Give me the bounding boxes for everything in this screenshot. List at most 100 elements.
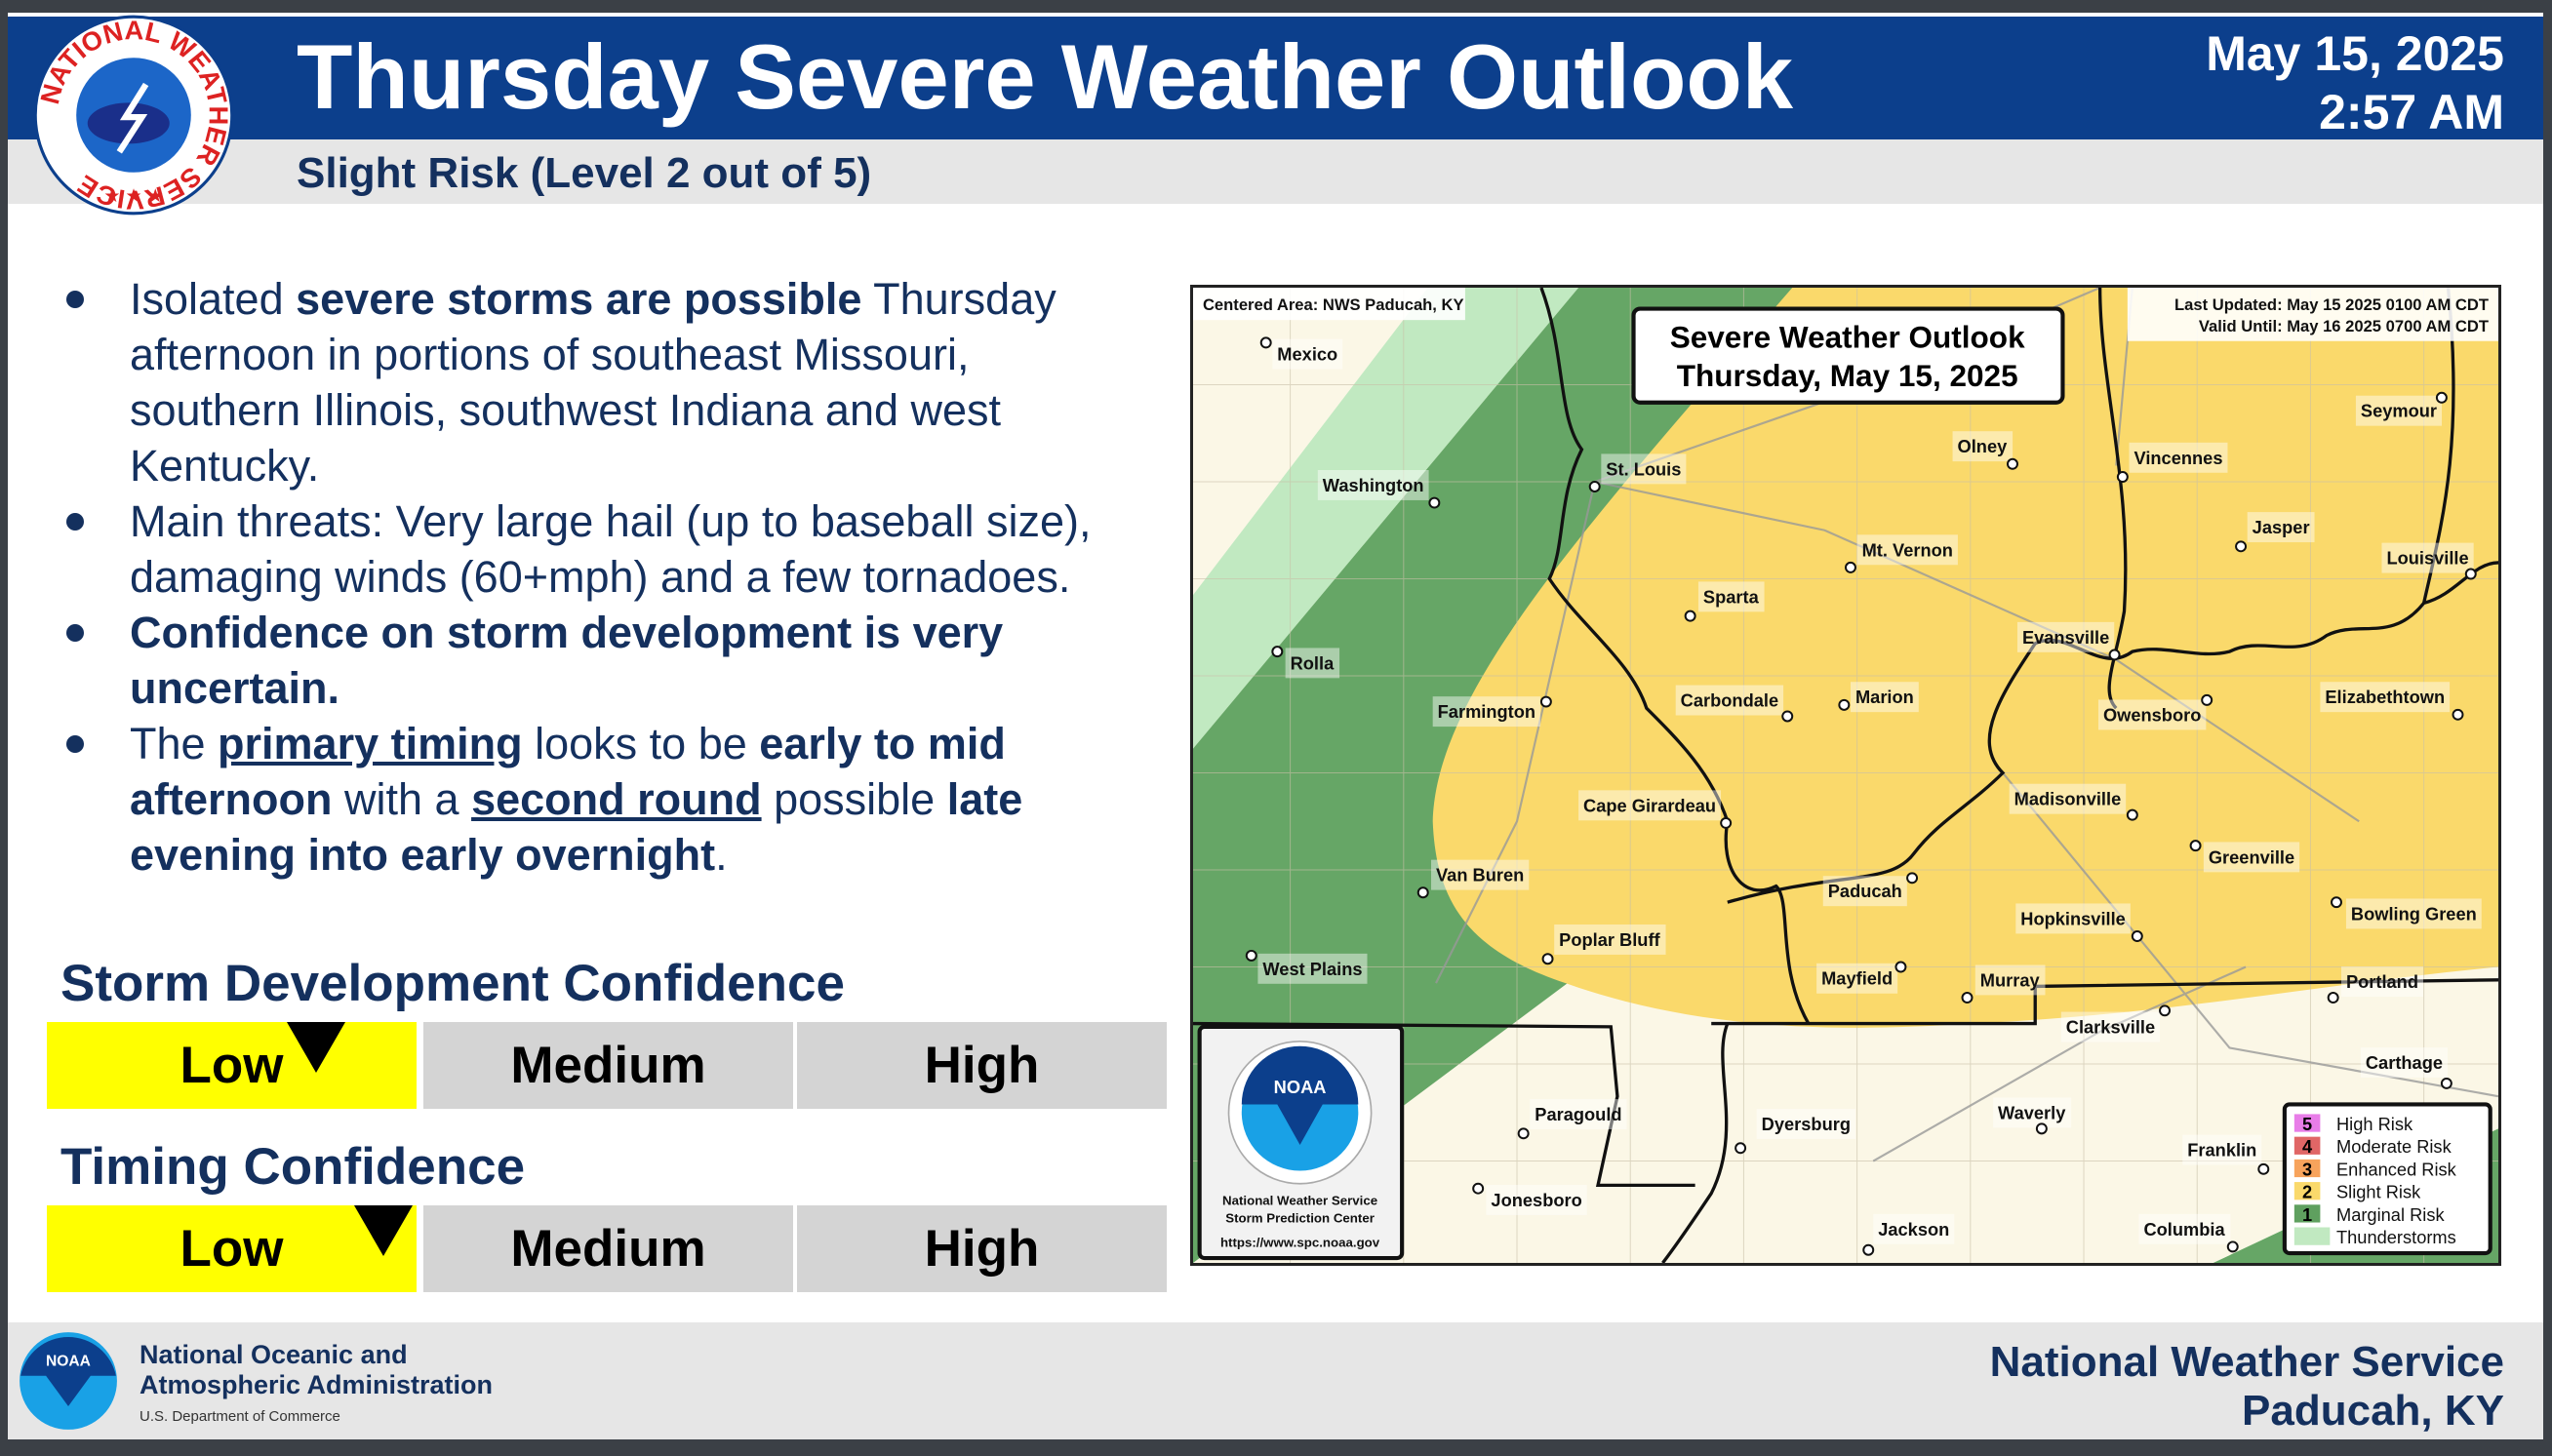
city-label-bg: [1993, 1097, 2072, 1128]
city-dot-icon: [2327, 992, 2339, 1003]
map-date: Thursday, May 15, 2025: [1677, 358, 2018, 393]
city-label-bg: [1530, 1099, 1627, 1130]
city-label: Carthage: [2366, 1052, 2443, 1073]
city-carthage: Carthage: [2360, 1047, 2452, 1089]
city-label: West Plains: [1262, 959, 1362, 979]
city-dot-icon: [2435, 391, 2448, 404]
legend-item: 2 Slight Risk: [2293, 1182, 2421, 1202]
city-label-bg: [1952, 431, 2014, 462]
legend-swatch: [2293, 1136, 2321, 1155]
bullet-text: The: [130, 719, 219, 768]
bullet-text: Thursday afternoon in portions of southe…: [130, 274, 1057, 491]
legend-label: Marginal Risk: [2336, 1204, 2445, 1225]
city-label: Jonesboro: [1491, 1190, 1581, 1210]
city-label-bg: [2138, 1213, 2231, 1244]
city-label: Dyersburg: [1762, 1114, 1851, 1134]
centered-area-label: Centered Area: NWS Paducah, KY: [1193, 288, 1465, 321]
city-seymour: Seymour: [2355, 391, 2448, 426]
confidence-level-medium: Medium: [423, 1205, 793, 1292]
city-dot-icon: [2159, 1004, 2172, 1017]
legend-item: Thunderstorms: [2293, 1227, 2456, 1247]
city-columbia: Columbia: [2138, 1213, 2239, 1253]
outlook-bullets: Isolated severe storms are possible Thur…: [57, 271, 1149, 883]
legend-number: 5: [2302, 1114, 2312, 1134]
city-farmington: Farmington: [1432, 695, 1552, 728]
city-cape-girardeau: Cape Girardeau: [1578, 790, 1733, 829]
city-label-bg: [2016, 621, 2115, 652]
bullet-item: The primary timing looks to be early to …: [57, 716, 1149, 883]
issue-time: 2:57 AM: [2319, 85, 2504, 139]
validity-box: Last Updated: May 15 2025 0100 AM CDT Va…: [2127, 288, 2498, 341]
legend-label: Slight Risk: [2336, 1182, 2421, 1202]
city-label: Mayfield: [1821, 968, 1893, 989]
city-waverly: Waverly: [1993, 1097, 2072, 1135]
city-label: Carbondale: [1681, 690, 1778, 711]
city-dot-icon: [2108, 649, 2121, 661]
city-label: Franklin: [2187, 1140, 2256, 1161]
legend-swatch: [2293, 1182, 2321, 1200]
city-dot-icon: [2131, 930, 2143, 942]
city-label-bg: [1601, 453, 1687, 485]
city-dot-icon: [1428, 496, 1441, 509]
bullet-text: second round: [471, 774, 762, 824]
confidence-marker-icon: [354, 1205, 413, 1256]
state-borders: [1192, 287, 2499, 1265]
map-title-box: Severe Weather Outlook Thursday, May 15,…: [1631, 306, 2065, 405]
city-paducah: Paducah: [1822, 872, 1919, 907]
city-label-bg: [2203, 842, 2300, 873]
city-dot-icon: [1781, 710, 1794, 723]
city-label: Portland: [2346, 971, 2418, 992]
city-dot-icon: [1541, 953, 1554, 965]
city-mexico: Mexico: [1259, 336, 1343, 370]
city-madisonville: Madisonville: [2009, 783, 2138, 821]
city-dot-icon: [2201, 693, 2213, 706]
city-label-bg: [1822, 876, 1907, 907]
city-dot-icon: [2235, 540, 2248, 553]
city-dot-icon: [1838, 698, 1851, 711]
city-bowling-green: Bowling Green: [2331, 896, 2482, 929]
city-label: Bowling Green: [2351, 903, 2477, 924]
svg-text:NOAA: NOAA: [46, 1353, 91, 1369]
bullet-text: Confidence on storm development is very …: [130, 608, 1004, 713]
city-dot-icon: [2440, 1077, 2452, 1089]
city-label-bg: [2247, 512, 2315, 543]
bullet-text: Isolated: [130, 274, 297, 324]
legend-number: 1: [2302, 1204, 2312, 1225]
map-title: Severe Weather Outlook: [1670, 319, 2025, 354]
legend-number: 3: [2302, 1159, 2312, 1179]
city-dot-icon: [1720, 816, 1733, 829]
city-dot-icon: [2116, 471, 2129, 483]
bullet-item: Isolated severe storms are possible Thur…: [57, 271, 1149, 493]
bullet-text: primary timing: [218, 719, 523, 768]
city-dot-icon: [1517, 1127, 1530, 1140]
city-dot-icon: [1684, 610, 1696, 622]
city-label-bg: [2340, 966, 2424, 998]
svg-text:National Weather Service: National Weather Service: [1222, 1193, 1377, 1207]
city-label: Madisonville: [2014, 789, 2122, 809]
city-label: Washington: [1323, 475, 1424, 495]
city-dot-icon: [1245, 949, 1257, 962]
outlook-map: Mexico Washington St. Louis Olney Vincennes S…: [1190, 285, 2501, 1266]
city-clarksville: Clarksville: [2060, 1004, 2172, 1043]
city-dyersburg: Dyersburg: [1735, 1109, 1855, 1155]
city-dot-icon: [1845, 561, 1856, 573]
timing-confidence-scale: Low Medium High: [47, 1205, 1169, 1292]
city-dot-icon: [1588, 481, 1601, 492]
city-label-bg: [1431, 859, 1530, 890]
city-label-bg: [2009, 783, 2127, 814]
city-label: Poplar Bluff: [1559, 929, 1660, 950]
spc-url: https://www.spc.noaa.gov: [1220, 1235, 1380, 1249]
city-label-bg: [1554, 924, 1666, 955]
city-label-bg: [1486, 1184, 1587, 1215]
city-label-bg: [1675, 685, 1784, 716]
bullet-icon: [66, 513, 84, 531]
city-vincennes: Vincennes: [2116, 442, 2228, 483]
city-label: Greenville: [2209, 846, 2294, 867]
city-label-bg: [1257, 953, 1368, 984]
city-dot-icon: [1906, 872, 1919, 885]
city-label-bg: [1756, 1109, 1855, 1139]
city-mayfield: Mayfield: [1816, 961, 1907, 994]
office-name: National Weather Service Paducah, KY: [1989, 1338, 2504, 1435]
city-label: Columbia: [2143, 1219, 2225, 1240]
city-portland: Portland: [2327, 966, 2424, 1003]
